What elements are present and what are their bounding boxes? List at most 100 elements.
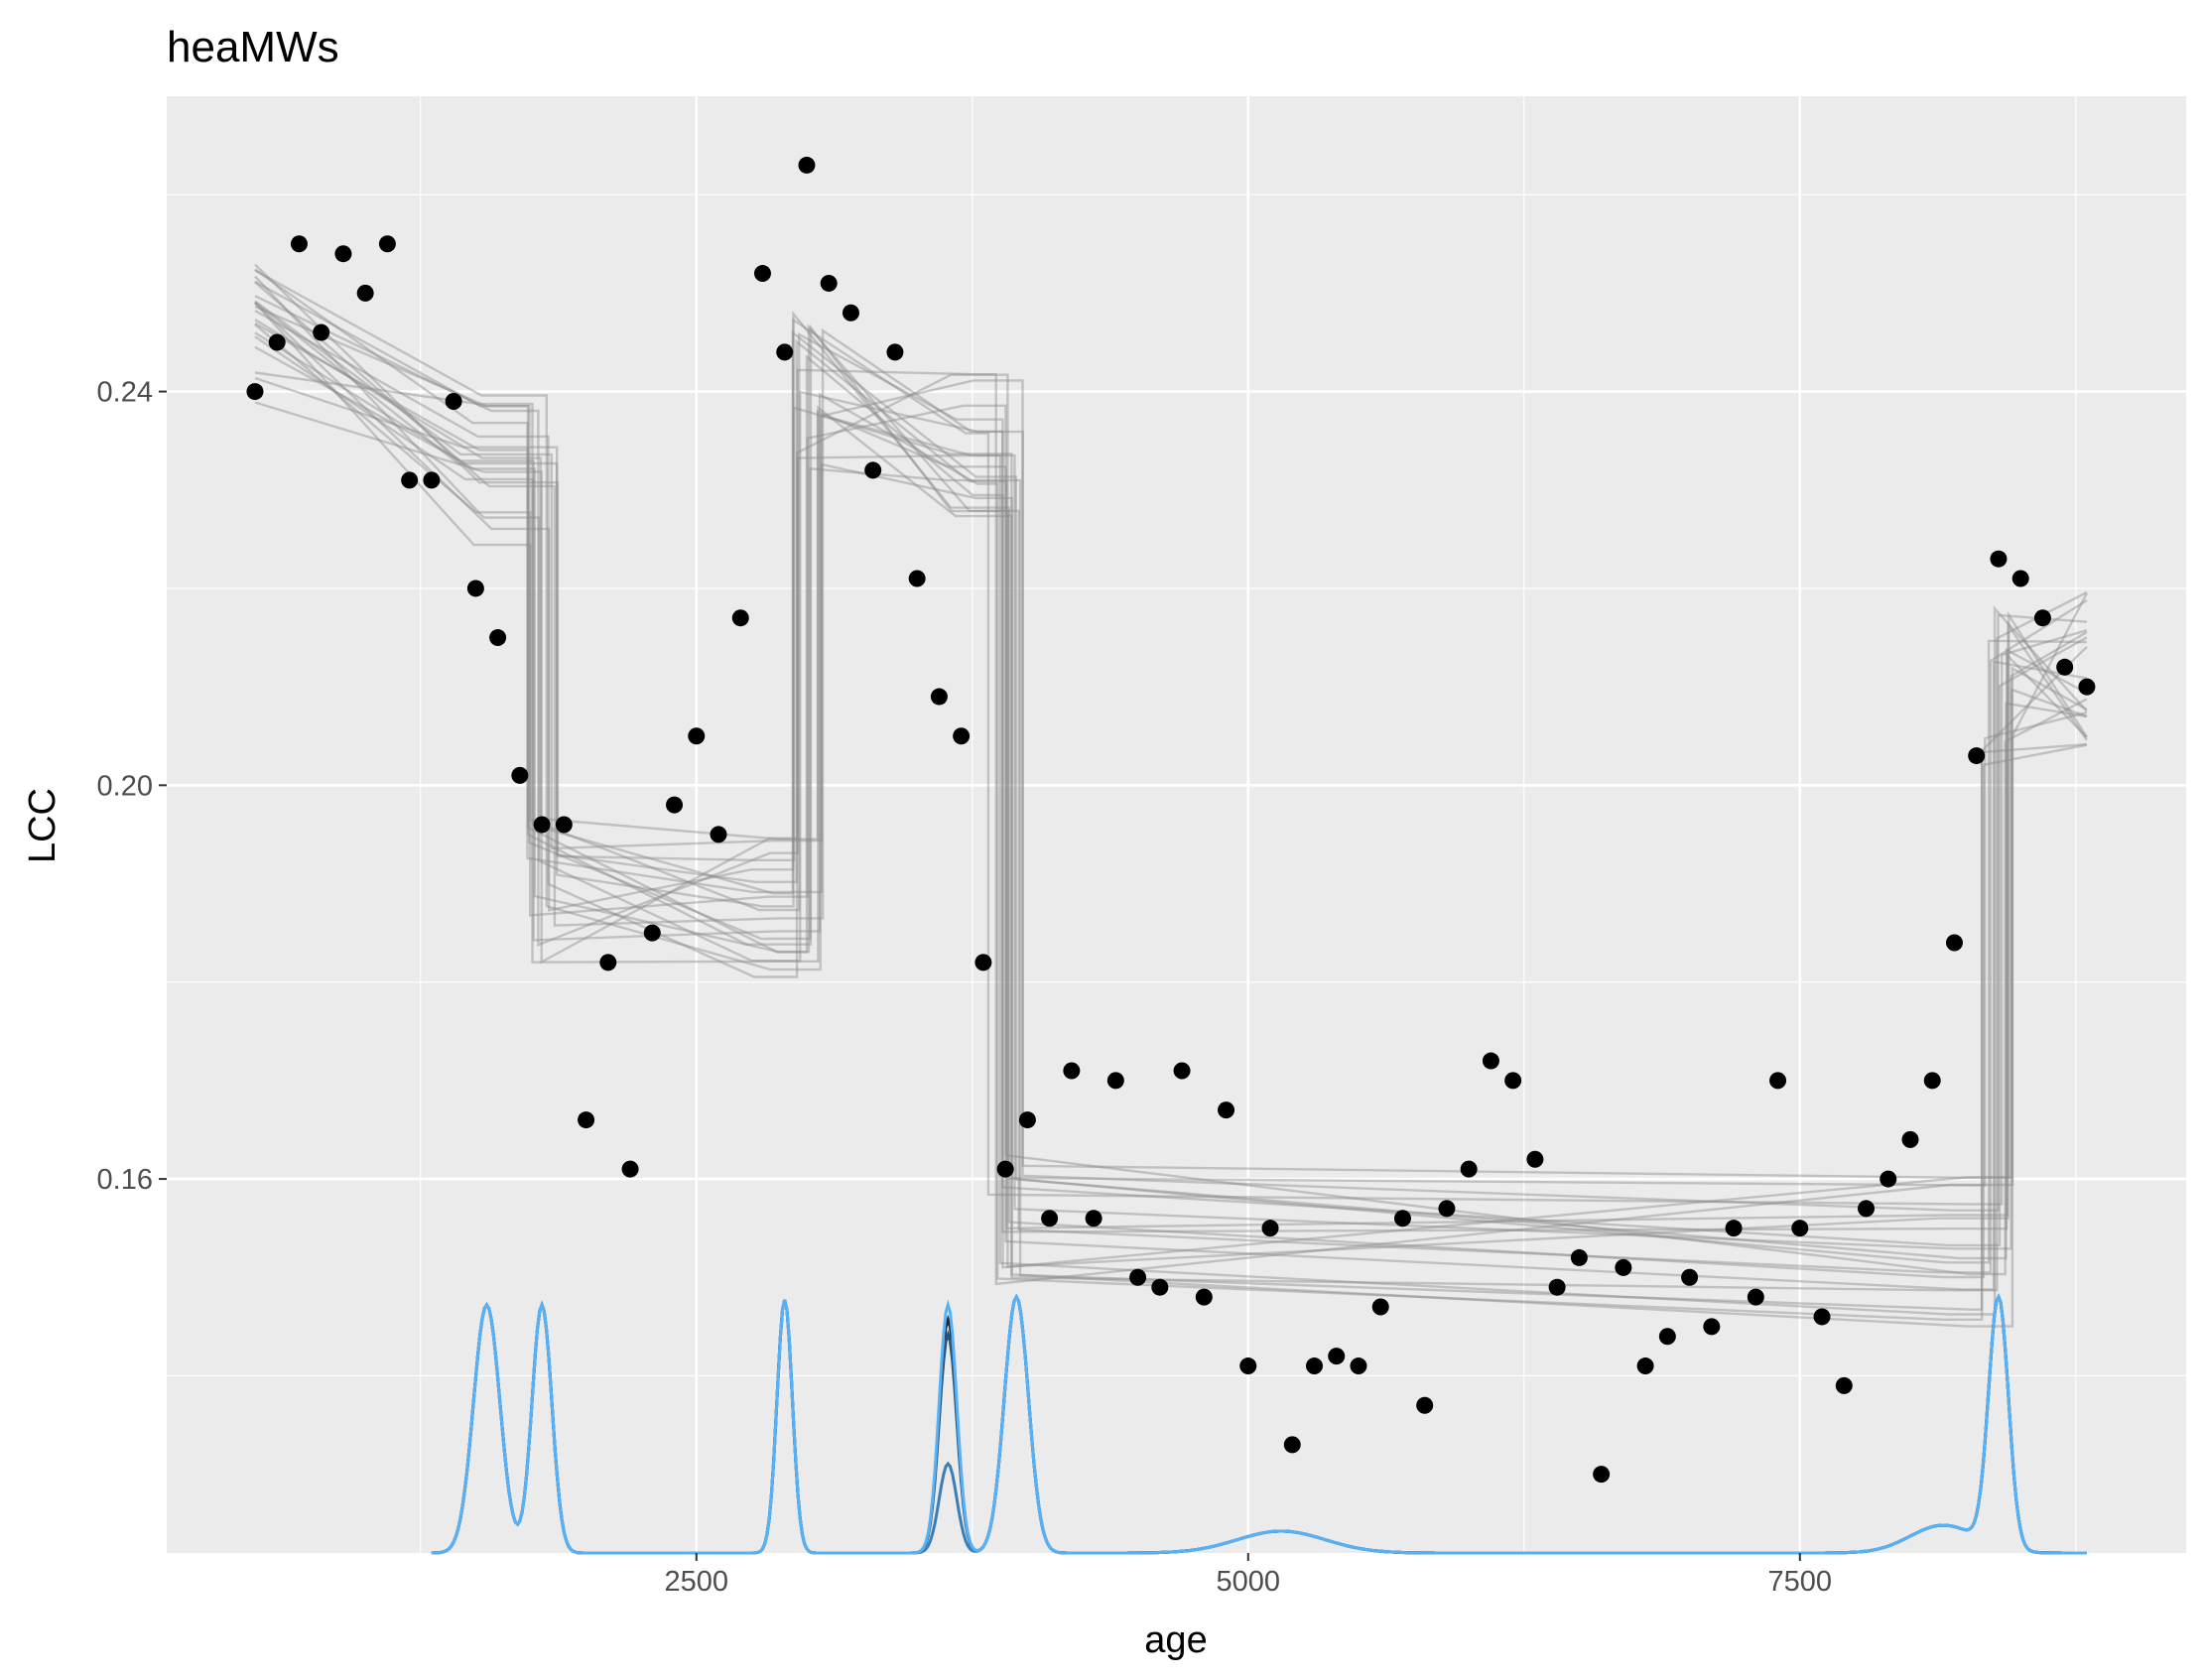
data-point — [1570, 1248, 1588, 1266]
y-tick-label: 0.20 — [97, 770, 153, 802]
density-curves — [431, 1293, 2087, 1555]
data-point — [1593, 1466, 1611, 1484]
data-point — [731, 609, 749, 627]
data-point — [1218, 1101, 1235, 1119]
data-point — [798, 156, 816, 174]
data-point — [1769, 1072, 1787, 1090]
data-point — [1681, 1268, 1699, 1286]
data-point — [643, 924, 661, 942]
data-point — [1350, 1357, 1367, 1375]
posterior-line — [254, 345, 2088, 1322]
data-point — [1393, 1210, 1411, 1228]
data-point — [555, 816, 573, 834]
data-point — [334, 245, 352, 263]
y-axis: 0.16 0.20 0.24 — [97, 377, 167, 1196]
data-point — [489, 629, 507, 647]
density-curve — [431, 1293, 2087, 1555]
data-point — [268, 333, 286, 351]
data-point — [1813, 1308, 1831, 1326]
data-point — [1151, 1278, 1169, 1296]
data-point — [2078, 678, 2096, 696]
data-point — [246, 383, 264, 401]
data-point — [1482, 1052, 1499, 1070]
x-tick-label: 5000 — [1217, 1566, 1281, 1598]
posterior-line — [254, 322, 2087, 1264]
data-point — [753, 265, 771, 283]
data-point — [1371, 1298, 1389, 1316]
data-point — [1901, 1130, 1919, 1148]
data-point — [864, 461, 882, 479]
data-point — [2011, 570, 2029, 587]
data-point — [1835, 1376, 1853, 1394]
data-point — [423, 471, 441, 489]
posterior-line — [254, 371, 2088, 1187]
data-point — [445, 392, 462, 410]
data-point — [1945, 934, 1963, 952]
x-tick-label: 7500 — [1768, 1566, 1833, 1598]
posterior-line — [254, 281, 2088, 1233]
posterior-line — [254, 323, 2088, 1274]
chart-title: heaMWs — [167, 23, 339, 71]
data-point — [621, 1160, 639, 1178]
posterior-line — [254, 310, 2088, 1279]
data-point — [688, 727, 706, 745]
data-point — [710, 826, 727, 843]
data-point — [2033, 609, 2051, 627]
data-point — [1858, 1200, 1876, 1218]
posterior-line — [254, 323, 2088, 1247]
data-point — [1283, 1436, 1301, 1454]
y-tick-label: 0.16 — [97, 1164, 153, 1196]
posterior-line — [254, 269, 2087, 1212]
data-point — [1085, 1210, 1102, 1228]
posterior-line — [254, 305, 2088, 1269]
data-point — [578, 1111, 595, 1129]
posterior-line — [254, 275, 2088, 1180]
posterior-line — [254, 295, 2088, 1316]
data-point — [1791, 1220, 1809, 1237]
data-point — [1923, 1072, 1941, 1090]
step-lines — [254, 263, 2088, 1328]
data-point — [401, 471, 419, 489]
data-point — [953, 727, 971, 745]
x-axis-title: age — [1144, 1619, 1207, 1661]
data-point — [776, 343, 794, 361]
data-point — [996, 1160, 1014, 1178]
data-point — [1261, 1220, 1279, 1237]
data-point — [466, 580, 484, 597]
data-point — [1658, 1328, 1676, 1346]
posterior-line — [254, 319, 2088, 1276]
data-point — [1306, 1357, 1324, 1375]
data-points — [246, 156, 2096, 1484]
data-point — [1173, 1062, 1191, 1080]
posterior-line — [254, 302, 2088, 1291]
data-point — [1416, 1396, 1434, 1414]
data-point — [1636, 1357, 1654, 1375]
data-point — [1438, 1200, 1456, 1218]
y-axis-title: LCC — [22, 788, 64, 863]
data-point — [842, 304, 859, 322]
data-point — [1239, 1357, 1257, 1375]
data-point — [1041, 1210, 1059, 1228]
data-point — [1018, 1111, 1036, 1129]
grid-minor — [167, 96, 2186, 1553]
data-point — [820, 274, 838, 292]
x-axis: 2500 5000 7500 — [665, 1553, 1833, 1598]
data-point — [1703, 1318, 1721, 1336]
data-point — [1106, 1072, 1124, 1090]
data-point — [1460, 1160, 1478, 1178]
data-point — [1747, 1288, 1764, 1306]
data-point — [378, 235, 396, 253]
data-point — [974, 954, 992, 971]
x-tick-label: 2500 — [665, 1566, 729, 1598]
data-point — [313, 323, 330, 341]
data-point — [1990, 550, 2008, 568]
posterior-line — [254, 301, 2088, 1230]
grid-major — [167, 96, 2186, 1553]
data-point — [1526, 1150, 1544, 1168]
data-point — [533, 816, 551, 834]
data-point — [1063, 1062, 1081, 1080]
data-point — [1880, 1170, 1897, 1188]
posterior-line — [254, 368, 2088, 1286]
data-point — [908, 570, 926, 587]
